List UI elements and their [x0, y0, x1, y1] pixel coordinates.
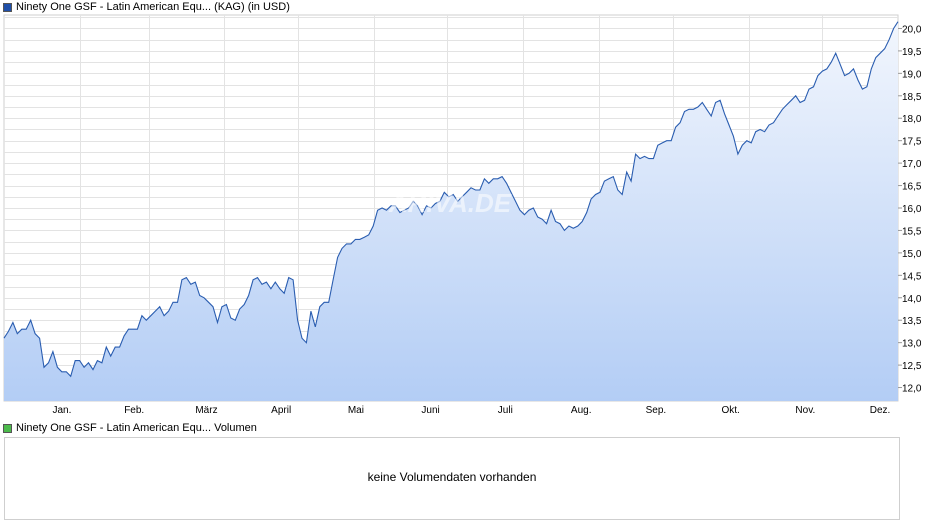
y-tick-label: 16,5: [902, 182, 922, 193]
y-tick-label: 18,0: [902, 114, 922, 125]
y-tick-label: 13,5: [902, 316, 922, 327]
x-tick-label: März: [195, 405, 217, 416]
price-legend-swatch: [3, 2, 12, 12]
volume-legend-swatch: [3, 423, 12, 433]
y-tick-label: 14,5: [902, 271, 922, 282]
x-tick-label: Jan.: [53, 405, 72, 416]
series-line: [3, 21, 899, 378]
x-tick-label: Feb.: [124, 405, 144, 416]
y-tick-label: 16,0: [902, 204, 922, 215]
x-tick-label: Aug.: [571, 405, 592, 416]
series-area-fill: [4, 21, 898, 401]
volume-legend: Ninety One GSF - Latin American Equ... V…: [3, 422, 257, 434]
y-tick-label: 14,0: [902, 294, 922, 305]
x-tick-label: Sep.: [646, 405, 667, 416]
price-chart: 12,0 12,5 13,0 13,5 14,0 14,5 15,0 15,5 16,0 16,5…: [3, 14, 922, 416]
x-tick-label: Juni: [421, 405, 439, 416]
x-tick-label: Juli: [498, 405, 513, 416]
y-tick-label: 15,5: [902, 226, 922, 237]
y-tick-label: 17,5: [902, 137, 922, 148]
price-legend: Ninety One GSF - Latin American Equ... (…: [3, 1, 290, 13]
volume-legend-label: Ninety One GSF - Latin American Equ... V…: [16, 422, 257, 434]
x-tick-label: April: [271, 405, 291, 416]
x-tick-label: Dez.: [870, 405, 891, 416]
volume-panel: keine Volumendaten vorhanden: [4, 437, 900, 520]
y-tick-label: 17,0: [902, 159, 922, 170]
y-tick-label: 13,0: [902, 339, 922, 350]
x-tick-label: Nov.: [795, 405, 815, 416]
watermark: ARIVA.DE: [388, 188, 512, 218]
y-tick-label: 12,5: [902, 361, 922, 372]
y-tick-label: 19,0: [902, 69, 922, 80]
y-tick-label: 12,0: [902, 384, 922, 395]
no-volume-message: keine Volumendaten vorhanden: [367, 470, 537, 484]
y-tick-label: 18,5: [902, 92, 922, 103]
y-tick-label: 19,5: [902, 47, 922, 58]
price-legend-label: Ninety One GSF - Latin American Equ... (…: [16, 1, 290, 13]
x-tick-label: Okt.: [721, 405, 739, 416]
y-tick-label: 15,0: [902, 249, 922, 260]
y-tick-label: 20,0: [902, 24, 922, 35]
x-tick-label: Mai: [348, 405, 364, 416]
